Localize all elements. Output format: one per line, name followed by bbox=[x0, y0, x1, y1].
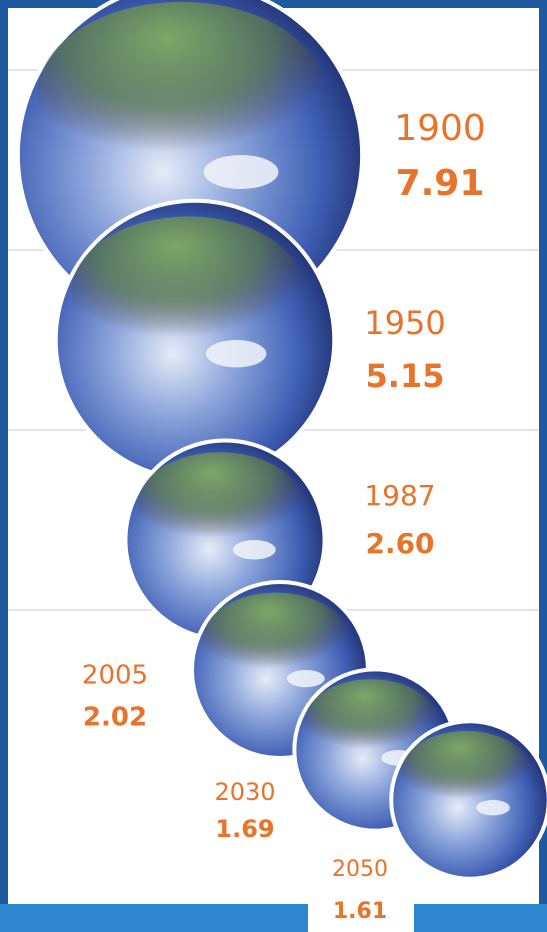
globe-cloud bbox=[205, 340, 267, 368]
globe-land bbox=[400, 730, 532, 816]
labels: 1900 7.91 1950 5.15 1987 2.60 2005 2.02 2030 1.69… bbox=[82, 108, 486, 924]
year-label: 1900 bbox=[394, 108, 486, 149]
value-label: 1.61 bbox=[333, 899, 387, 924]
globe-cloud bbox=[286, 670, 325, 688]
label-box bbox=[308, 895, 414, 932]
value-label: 1.69 bbox=[215, 815, 274, 843]
year-label: 1950 bbox=[364, 304, 445, 342]
globes bbox=[15, 0, 547, 881]
globe-land bbox=[304, 679, 438, 766]
year-label: 2030 bbox=[214, 778, 275, 806]
globe-land bbox=[36, 1, 327, 190]
globe-cloud bbox=[232, 540, 276, 560]
globe bbox=[53, 198, 337, 482]
globe-cloud bbox=[203, 155, 279, 190]
value-label: 2.60 bbox=[365, 527, 434, 560]
globe-cloud bbox=[476, 800, 510, 816]
year-label: 2005 bbox=[82, 661, 148, 691]
value-label: 2.02 bbox=[83, 703, 147, 733]
globe-land bbox=[202, 592, 349, 688]
globe-land bbox=[71, 216, 305, 368]
year-label: 1987 bbox=[364, 479, 435, 512]
year-label: 2050 bbox=[332, 857, 388, 882]
globe bbox=[389, 719, 547, 881]
value-label: 5.15 bbox=[366, 357, 445, 395]
globe-land bbox=[137, 452, 304, 560]
bottom-bar bbox=[0, 904, 547, 932]
value-label: 7.91 bbox=[396, 163, 485, 204]
